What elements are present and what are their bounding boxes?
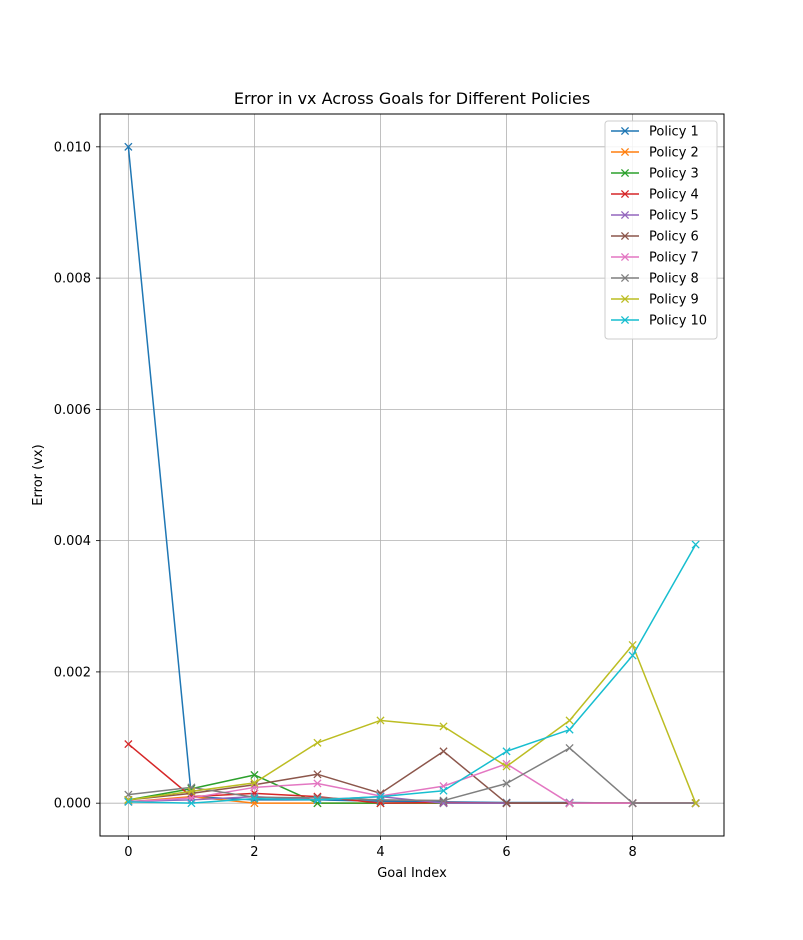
data-point-marker [250,778,259,787]
x-tick-label: 8 [628,845,636,860]
y-tick-label: 0.006 [54,403,91,418]
legend-label: Policy 3 [649,167,699,182]
data-point-marker [376,792,385,801]
data-point-marker [628,651,637,660]
data-point-marker [376,716,385,725]
data-point-marker [439,722,448,731]
data-point-marker [439,747,448,756]
data-point-marker [439,796,448,805]
x-axis-label: Goal Index [377,866,447,881]
data-point-marker [565,725,574,734]
legend-item: Policy 4 [611,188,699,203]
legend-item: Policy 7 [611,251,699,266]
data-point-marker [250,794,259,803]
chart-title: Error in vx Across Goals for Different P… [234,89,590,108]
legend-marker [620,168,630,178]
legend-item: Policy 1 [611,125,699,140]
series-9 [124,640,700,808]
legend-box [604,120,718,340]
legend-item: Policy 3 [611,167,699,182]
legend-marker [620,273,630,283]
data-point-marker [628,799,637,808]
y-tick-label: 0.008 [54,272,91,287]
data-point-marker [313,792,322,801]
series-line [128,544,697,804]
data-point-marker [187,799,196,808]
legend-label: Policy 8 [649,272,699,287]
data-point-marker [502,799,511,808]
data-point-marker [376,799,385,808]
legend-label: Policy 5 [649,209,699,224]
x-tick-label: 4 [376,845,384,860]
legend-label: Policy 2 [649,146,699,161]
x-tick-label: 6 [502,845,510,860]
legend-label: Policy 9 [649,293,699,308]
data-point-marker [313,770,322,779]
y-tick-label: 0.004 [54,534,91,549]
legend-item: Policy 6 [611,230,699,245]
data-point-marker [250,793,259,802]
data-point-marker [376,795,385,804]
y-tick-label: 0.002 [54,665,91,680]
legend-item: Policy 8 [611,272,699,287]
data-point-marker [502,759,511,768]
data-point-marker [124,797,133,806]
data-point-marker [502,779,511,788]
legend-marker [620,210,630,220]
legend-item: Policy 5 [611,209,699,224]
series-line [128,644,697,804]
legend-marker [620,294,630,304]
legend: Policy 1 Policy 2 Policy 3 Policy 4 Policy 5… [604,120,718,340]
data-point-marker [313,795,322,804]
data-point-marker [565,799,574,808]
legend-marker [620,189,630,199]
data-point-marker [250,770,259,780]
legend-item: Policy 9 [611,293,699,308]
legend-marker [620,231,630,241]
y-tick-label: 0.010 [54,140,91,155]
legend-label: Policy 1 [649,125,699,140]
data-point-marker [124,142,133,151]
data-point-marker [691,799,700,808]
series-10 [124,540,700,808]
data-point-marker [187,787,196,796]
data-point-marker [565,716,574,725]
legend-marker [620,147,630,157]
data-point-marker [313,779,322,788]
legend-marker [620,252,630,262]
axis-ticks: 0 2 4 6 8 0.000 0.002 0.004 0.006 0.008 0.010 [54,140,637,860]
x-tick-label: 0 [124,845,132,860]
legend-marker [620,126,630,136]
data-point-marker [313,738,322,747]
data-point-marker [124,740,133,749]
legend-label: Policy 6 [649,230,699,245]
y-axis-label: Error (vx) [31,444,46,505]
data-point-marker [565,743,574,753]
data-point-marker [691,540,700,549]
legend-marker [620,315,630,325]
legend-label: Policy 4 [649,188,699,203]
legend-label: Policy 7 [649,251,699,266]
data-point-marker [439,786,448,795]
y-tick-label: 0.000 [54,797,91,812]
series-line [128,747,696,804]
data-point-marker [502,747,511,756]
plot-area-frame [99,113,725,837]
legend-item: Policy 2 [611,146,699,161]
legend-label: Policy 10 [649,314,707,329]
data-point-marker [628,640,637,650]
series-lines [124,142,700,808]
x-tick-label: 2 [250,845,258,860]
legend-item: Policy 10 [611,314,707,329]
data-point-marker [502,762,511,771]
